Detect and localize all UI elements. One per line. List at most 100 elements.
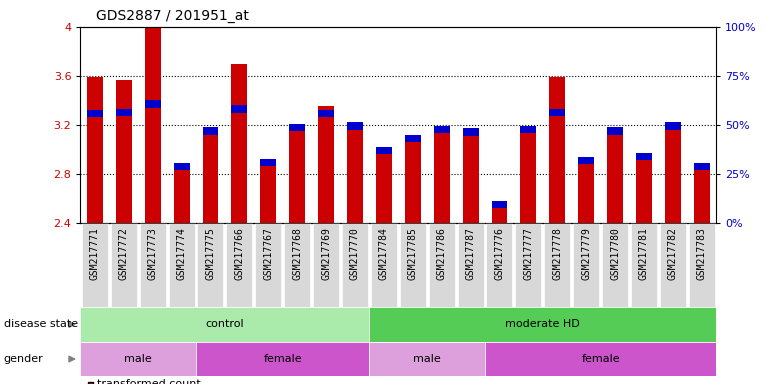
Text: GSM217773: GSM217773 [148, 227, 158, 280]
Bar [174, 166, 189, 223]
Bar [231, 105, 247, 113]
Bar [665, 122, 681, 130]
Bar [139, 223, 165, 307]
Text: male: male [414, 354, 441, 364]
Bar [578, 160, 594, 223]
Text: GSM217787: GSM217787 [466, 227, 476, 280]
Bar [429, 223, 455, 307]
Bar [284, 223, 310, 307]
Bar [347, 125, 363, 223]
Text: transformed count: transformed count [97, 379, 200, 384]
Text: GSM217782: GSM217782 [668, 227, 678, 280]
Bar [231, 64, 247, 223]
Bar [573, 223, 599, 307]
Text: GSM217774: GSM217774 [177, 227, 187, 280]
Bar [549, 77, 565, 223]
Bar [457, 223, 483, 307]
Bar [80, 307, 369, 342]
Bar [376, 147, 392, 154]
Bar [694, 168, 710, 223]
Bar [660, 223, 686, 307]
Text: GSM217783: GSM217783 [697, 227, 707, 280]
Text: GSM217768: GSM217768 [292, 227, 302, 280]
Bar [463, 129, 479, 136]
Bar [689, 223, 715, 307]
Bar [174, 163, 189, 170]
Text: control: control [205, 319, 244, 329]
Bar [369, 307, 716, 342]
Bar [636, 153, 652, 160]
Bar [342, 223, 368, 307]
Bar [145, 100, 161, 108]
Text: GSM217775: GSM217775 [205, 227, 215, 280]
Text: GSM217777: GSM217777 [523, 227, 533, 280]
Bar [369, 342, 485, 376]
Bar [434, 126, 450, 133]
Bar [520, 130, 536, 223]
Text: GSM217772: GSM217772 [119, 227, 129, 280]
Text: GDS2887 / 201951_at: GDS2887 / 201951_at [96, 9, 249, 23]
Bar [260, 160, 277, 223]
Bar [82, 223, 108, 307]
Bar [549, 109, 565, 116]
Text: GSM217769: GSM217769 [321, 227, 331, 280]
Bar [694, 163, 710, 170]
Bar [145, 27, 161, 223]
Bar [347, 122, 363, 130]
Text: moderate HD: moderate HD [506, 319, 580, 329]
Text: GSM217766: GSM217766 [234, 227, 244, 280]
Bar [318, 110, 334, 118]
Text: GSM217779: GSM217779 [581, 227, 591, 280]
Bar [463, 130, 479, 223]
Text: GSM217770: GSM217770 [350, 227, 360, 280]
Text: GSM217767: GSM217767 [264, 227, 273, 280]
Bar [492, 201, 507, 208]
Text: GSM217776: GSM217776 [495, 227, 505, 280]
Text: male: male [124, 354, 152, 364]
Text: GSM217780: GSM217780 [610, 227, 620, 280]
Bar [485, 342, 716, 376]
Text: GSM217778: GSM217778 [552, 227, 562, 280]
Bar [665, 125, 681, 223]
Bar [198, 223, 224, 307]
Bar [404, 134, 421, 142]
Bar [116, 79, 132, 223]
Text: GSM217786: GSM217786 [437, 227, 447, 280]
Bar [371, 223, 397, 307]
Bar [492, 204, 507, 223]
Text: gender: gender [4, 354, 44, 364]
Text: GSM217781: GSM217781 [639, 227, 649, 280]
Bar [260, 159, 277, 166]
Bar [434, 129, 450, 223]
Bar [607, 127, 623, 134]
Bar [516, 223, 542, 307]
Bar [169, 223, 195, 307]
Bar [578, 157, 594, 164]
Bar [607, 130, 623, 223]
Bar [376, 149, 392, 223]
Bar [486, 223, 512, 307]
Text: female: female [264, 354, 302, 364]
Text: GSM217784: GSM217784 [379, 227, 389, 280]
Bar [202, 127, 218, 134]
Bar [631, 223, 657, 307]
Bar [290, 125, 305, 223]
Text: female: female [581, 354, 620, 364]
Bar [87, 110, 103, 118]
Bar [318, 106, 334, 223]
Bar [80, 342, 196, 376]
Bar [111, 223, 137, 307]
Bar [602, 223, 628, 307]
Bar [87, 77, 103, 223]
Bar [290, 124, 305, 131]
Text: disease state: disease state [4, 319, 78, 329]
Bar [255, 223, 281, 307]
Bar [313, 223, 339, 307]
Bar [400, 223, 426, 307]
Bar [227, 223, 252, 307]
Bar [196, 342, 369, 376]
Bar [545, 223, 570, 307]
Bar [116, 109, 132, 116]
Text: GSM217785: GSM217785 [408, 227, 417, 280]
Text: GSM217771: GSM217771 [90, 227, 100, 280]
